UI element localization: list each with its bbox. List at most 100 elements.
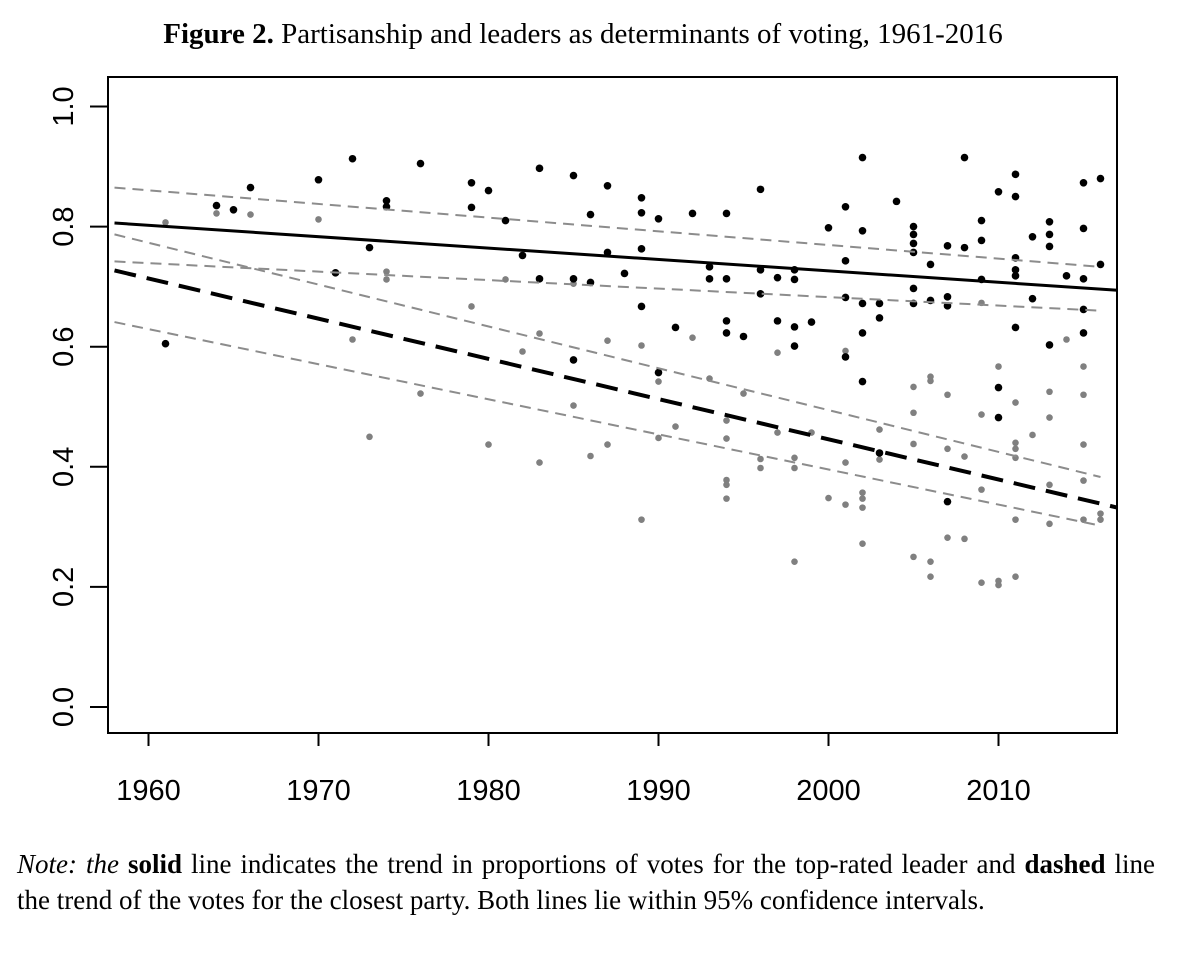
party-point-79	[1046, 414, 1053, 421]
leader-point-7	[365, 243, 374, 252]
leader-point-41	[756, 185, 765, 194]
leader-point-10	[416, 159, 425, 168]
leader-point-20	[569, 275, 578, 283]
leader-point-99	[1079, 224, 1088, 233]
x-tick-label-2000: 2000	[796, 775, 861, 807]
trend-lines	[114, 186, 1118, 527]
leader-point-97	[1062, 272, 1071, 280]
note-dashed-word: dashed	[1024, 849, 1106, 879]
party-point-18	[604, 337, 611, 344]
party-point-34	[757, 464, 764, 472]
leader-point-94	[1045, 230, 1054, 239]
party-point-9	[468, 303, 475, 310]
data-points	[161, 153, 1105, 589]
y-tick-label-0.2: 0.2	[48, 567, 80, 607]
leader-point-92	[1028, 294, 1037, 303]
party-trend-line	[114, 268, 1118, 510]
leader-point-53	[841, 257, 850, 265]
leader-point-6	[348, 154, 357, 163]
party-point-27	[723, 417, 730, 424]
leader-point-45	[773, 317, 782, 325]
leader-point-39	[722, 329, 731, 337]
party-point-10	[485, 441, 492, 448]
leader-point-28	[637, 245, 646, 253]
party-point-20	[638, 342, 645, 349]
note-text-1: line indicates the trend in proportions …	[181, 849, 1025, 879]
leader-point-32	[671, 323, 680, 332]
leader-point-4	[314, 175, 323, 184]
party-point-87	[1080, 516, 1087, 523]
party-point-70	[995, 581, 1002, 589]
y-tick-label-0.6: 0.6	[48, 327, 80, 367]
party-point-53	[910, 440, 917, 448]
party-point-4	[349, 336, 356, 343]
party-point-63	[961, 535, 968, 543]
leader-ci-upper-line	[114, 186, 1101, 268]
leader-point-35	[705, 275, 714, 283]
leader-point-90	[1011, 323, 1020, 332]
leader-point-12	[467, 203, 476, 212]
leader-point-38	[722, 317, 731, 325]
leader-point-54	[841, 293, 850, 302]
party-point-78	[1046, 388, 1053, 396]
party-point-16	[570, 402, 577, 409]
x-tick-label-1990: 1990	[626, 775, 691, 807]
party-point-23	[655, 434, 662, 442]
leader-point-18	[569, 171, 578, 180]
party-point-44	[842, 501, 849, 508]
leader-point-52	[841, 202, 850, 211]
party-point-48	[859, 540, 866, 547]
party-point-46	[859, 495, 866, 502]
leader-point-60	[858, 377, 867, 386]
party-point-73	[1012, 445, 1019, 453]
party-point-7	[383, 276, 390, 283]
party-point-2	[247, 211, 254, 218]
leader-point-80	[977, 236, 986, 245]
leader-point-31	[654, 368, 663, 377]
leader-point-102	[1079, 329, 1088, 337]
leader-point-61	[875, 299, 884, 308]
leader-point-66	[909, 230, 918, 239]
party-point-3	[315, 216, 322, 223]
party-point-50	[876, 456, 883, 463]
party-point-59	[944, 391, 951, 399]
plot-frame	[107, 76, 1118, 734]
party-point-62	[961, 453, 968, 460]
party-point-52	[910, 409, 917, 417]
leader-point-14	[501, 216, 510, 225]
figure-label: Figure 2.	[163, 18, 274, 50]
party-point-81	[1046, 520, 1053, 528]
scatter-chart: 1960 1970 1980 1990 2000 2010 0.0 0.2 0.4 0.6 0.8 1…	[48, 76, 1118, 807]
party-point-42	[842, 347, 849, 355]
leader-point-55	[841, 353, 850, 361]
party-point-38	[791, 464, 798, 472]
leader-point-63	[875, 449, 884, 457]
party-point-51	[910, 383, 917, 391]
party-point-57	[927, 558, 934, 565]
party-point-83	[1080, 363, 1087, 370]
y-tick-label-0.0: 0.0	[48, 687, 80, 727]
party-point-14	[536, 459, 543, 466]
leader-point-51	[824, 224, 833, 232]
party-point-5	[366, 433, 373, 441]
note-text-2: line the trend of the votes for the clos…	[17, 849, 1155, 915]
party-point-82	[1063, 336, 1070, 343]
party-point-67	[978, 579, 985, 586]
leader-point-64	[892, 197, 901, 206]
party-point-66	[978, 486, 985, 493]
party-point-56	[927, 377, 934, 385]
party-point-19	[604, 441, 611, 448]
party-point-35	[774, 349, 781, 357]
leader-point-2	[229, 205, 238, 214]
leader-point-24	[603, 248, 612, 257]
party-point-85	[1080, 441, 1087, 448]
leader-point-91	[1028, 233, 1037, 241]
leader-point-71	[926, 260, 935, 269]
leader-point-44	[773, 273, 782, 282]
leader-point-86	[1011, 192, 1020, 201]
party-point-13	[536, 330, 543, 337]
leader-point-19	[569, 356, 578, 364]
leader-point-96	[1045, 341, 1054, 349]
party-point-61	[944, 534, 951, 541]
y-tick-label-0.8: 0.8	[48, 206, 80, 246]
